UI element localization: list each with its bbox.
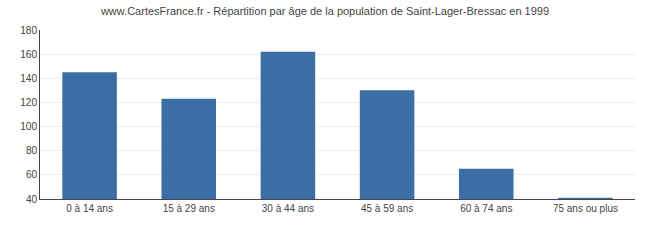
svg-text:120: 120 bbox=[20, 97, 37, 108]
svg-text:180: 180 bbox=[20, 25, 37, 36]
svg-text:80: 80 bbox=[26, 145, 38, 156]
svg-text:100: 100 bbox=[20, 121, 37, 132]
svg-text:75 ans ou plus: 75 ans ou plus bbox=[553, 203, 618, 214]
svg-text:15 à 29 ans: 15 à 29 ans bbox=[163, 203, 215, 214]
svg-text:30 à 44 ans: 30 à 44 ans bbox=[262, 203, 314, 214]
svg-text:40: 40 bbox=[26, 194, 38, 205]
svg-text:140: 140 bbox=[20, 73, 37, 84]
svg-text:www.CartesFrance.fr - Répartit: www.CartesFrance.fr - Répartition par âg… bbox=[100, 5, 549, 17]
svg-text:60: 60 bbox=[26, 169, 38, 180]
svg-text:45 à 59 ans: 45 à 59 ans bbox=[361, 203, 413, 214]
svg-text:160: 160 bbox=[20, 49, 37, 60]
svg-text:0 à 14 ans: 0 à 14 ans bbox=[66, 203, 113, 214]
svg-text:60 à 74 ans: 60 à 74 ans bbox=[460, 203, 512, 214]
